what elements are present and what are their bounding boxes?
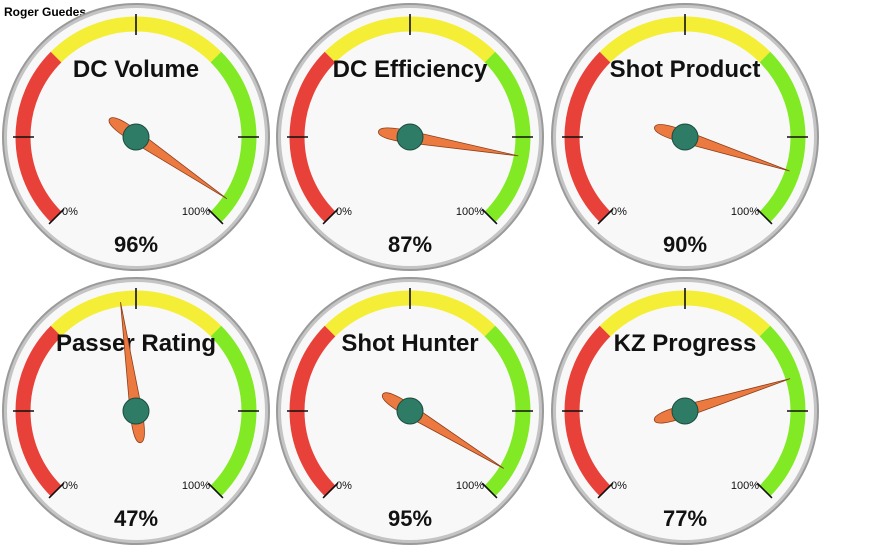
gauge-title: DC Efficiency <box>333 56 488 83</box>
gauge-title: Shot Product <box>610 56 761 83</box>
gauge-hub <box>671 397 699 425</box>
gauge-value-label: 77% <box>663 506 707 531</box>
gauge-max-label: 100% <box>456 480 484 492</box>
gauge-value-label: 87% <box>388 232 432 257</box>
gauge-max-label: 100% <box>182 480 210 492</box>
gauge-max-label: 100% <box>731 206 759 218</box>
gauge-title: Passer Rating <box>56 330 216 357</box>
gauge-value-label: 47% <box>114 506 158 531</box>
gauge-tick <box>207 482 224 499</box>
gauge-title: Shot Hunter <box>341 330 478 357</box>
gauge: KZ Progress 0% 100% 77% <box>551 277 819 545</box>
owner-name: Roger Guedes <box>4 5 87 19</box>
gauge-max-label: 100% <box>456 206 484 218</box>
gauge-tick <box>481 208 498 225</box>
gauge-value-label: 95% <box>388 506 432 531</box>
gauge-tick <box>48 208 65 225</box>
gauge-hub <box>396 397 424 425</box>
gauge: Passer Rating 0% 100% 47% <box>2 277 270 545</box>
gauge-tick <box>756 208 773 225</box>
gauge-tick <box>481 482 498 499</box>
gauge: Shot Hunter 0% 100% 95% <box>276 277 544 545</box>
gauge-value-label: 90% <box>663 232 707 257</box>
gauge-tick <box>597 482 614 499</box>
gauge-min-label: 0% <box>62 206 78 218</box>
gauge: DC Volume 0% 100% 96% <box>2 3 270 271</box>
gauge-title: DC Volume <box>73 56 199 83</box>
gauge-tick <box>48 482 65 499</box>
gauge-hub <box>122 397 150 425</box>
gauge-tick <box>597 208 614 225</box>
gauge-tick <box>207 208 224 225</box>
gauge-min-label: 0% <box>611 480 627 492</box>
gauge-tick <box>756 482 773 499</box>
gauge: DC Efficiency 0% 100% 87% <box>276 3 544 271</box>
gauge-min-label: 0% <box>62 480 78 492</box>
gauge-tick <box>322 482 339 499</box>
gauge-value-label: 96% <box>114 232 158 257</box>
gauge-min-label: 0% <box>336 480 352 492</box>
gauge-max-label: 100% <box>731 480 759 492</box>
gauge-min-label: 0% <box>611 206 627 218</box>
gauge: Shot Product 0% 100% 90% <box>551 3 819 271</box>
gauge-min-label: 0% <box>336 206 352 218</box>
gauge-hub <box>396 123 424 151</box>
gauge-hub <box>671 123 699 151</box>
gauge-tick <box>322 208 339 225</box>
gauge-title: KZ Progress <box>614 330 757 357</box>
gauge-max-label: 100% <box>182 206 210 218</box>
gauge-hub <box>122 123 150 151</box>
